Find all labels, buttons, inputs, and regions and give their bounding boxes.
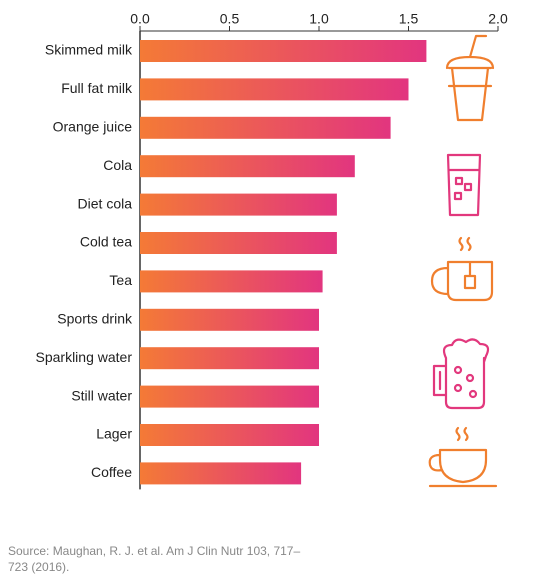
icon-cup-straw: [445, 34, 495, 122]
x-tick-label: 1.0: [309, 11, 329, 27]
x-tick-label: 2.0: [488, 11, 508, 27]
bar: [140, 308, 319, 331]
y-tick-label: Cola: [103, 157, 132, 173]
y-tick-label: Skimmed milk: [45, 42, 133, 58]
y-tick-label: Still water: [71, 387, 132, 403]
y-tick-label: Coffee: [91, 464, 132, 480]
bar: [140, 78, 409, 101]
source-note: Source: Maughan, R. J. et al. Am J Clin …: [8, 544, 301, 574]
x-tick-label: 0.0: [130, 11, 150, 27]
bar: [140, 424, 319, 446]
bar: [140, 193, 337, 216]
y-tick-label: Orange juice: [53, 119, 133, 135]
icon-beer: [432, 338, 490, 410]
y-tick-label: Diet cola: [78, 195, 133, 211]
x-tick-label: 0.5: [220, 11, 240, 27]
y-tick-label: Sparkling water: [36, 349, 133, 365]
y-tick-label: Lager: [96, 426, 132, 442]
x-tick-label: 1.5: [399, 11, 419, 27]
bar: [140, 347, 319, 370]
bar: [140, 40, 427, 62]
bar: [140, 232, 337, 254]
bar: [140, 116, 391, 139]
bar: [140, 462, 302, 485]
icon-coffee: [428, 426, 498, 488]
bar: [140, 385, 319, 408]
icon-tea-mug: [430, 236, 494, 302]
y-tick-label: Tea: [109, 272, 132, 288]
y-tick-label: Sports drink: [57, 311, 133, 327]
y-tick-label: Cold tea: [80, 234, 132, 250]
bar: [140, 270, 323, 293]
bar: [140, 155, 355, 178]
y-tick-label: Full fat milk: [61, 80, 133, 96]
icon-glass: [446, 153, 482, 217]
